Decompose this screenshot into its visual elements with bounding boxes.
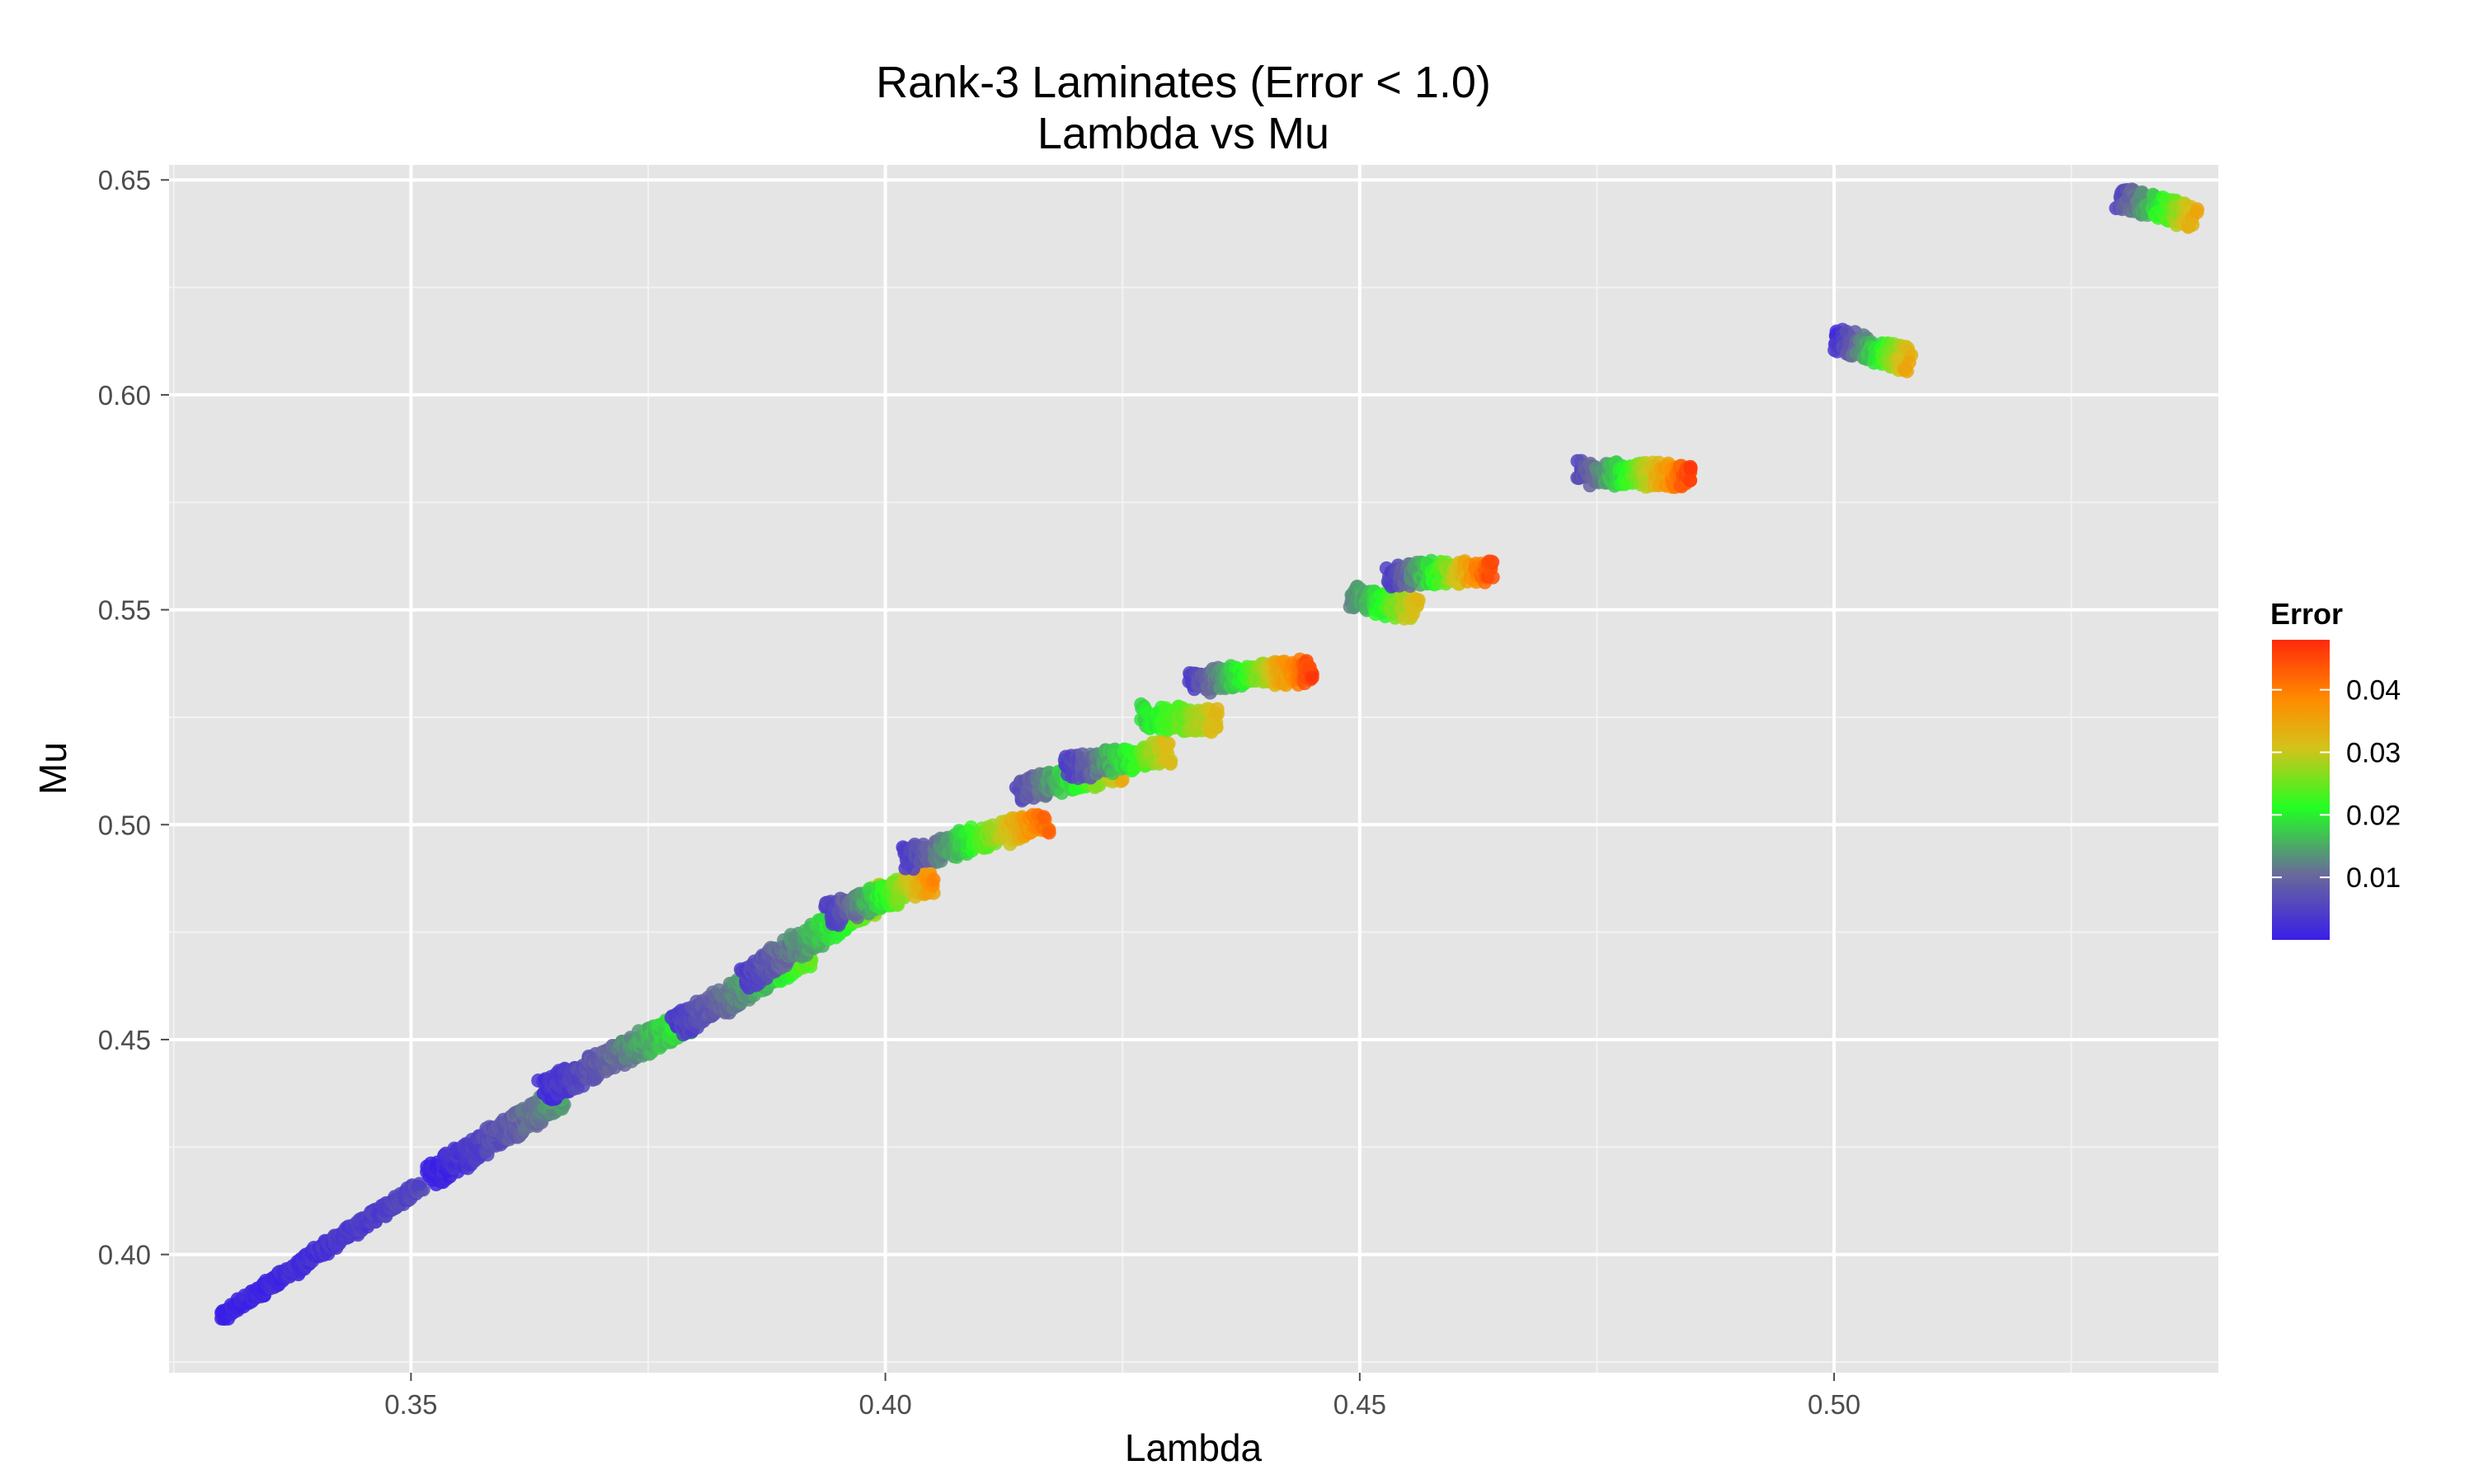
data-point (1683, 461, 1698, 476)
data-point (1305, 670, 1319, 685)
grid-major (169, 165, 2218, 1373)
legend-ticks: 0.01 0.02 0.03 0.04 (2272, 675, 2401, 894)
data-point (2189, 205, 2204, 219)
legend-colorbar (2272, 640, 2330, 940)
data-point (2185, 218, 2200, 232)
chart-subtitle: Lambda vs Mu (1037, 109, 1329, 158)
x-axis-title: Lambda (1125, 1426, 1263, 1469)
x-tick-label: 0.45 (1333, 1389, 1386, 1420)
y-tick-label: 0.65 (98, 165, 151, 195)
legend-tick-label: 0.01 (2346, 862, 2401, 894)
data-point (1411, 593, 1426, 608)
data-point (926, 872, 941, 887)
legend-tick-label: 0.03 (2346, 738, 2401, 769)
y-axis: 0.40 0.45 0.50 0.55 0.60 0.65 (98, 165, 169, 1270)
color-legend: Error 0.01 0.02 0.03 0.04 (2270, 597, 2401, 940)
data-point (1160, 738, 1174, 753)
data-point (412, 1176, 427, 1191)
data-point (1042, 825, 1056, 840)
legend-title: Error (2270, 597, 2343, 631)
data-point (1683, 473, 1698, 488)
y-tick-label: 0.45 (98, 1025, 151, 1055)
y-axis-title: Mu (31, 742, 74, 795)
x-tick-label: 0.35 (384, 1389, 437, 1420)
x-tick-label: 0.50 (1808, 1389, 1860, 1420)
y-tick-label: 0.50 (98, 810, 151, 840)
chart-title: Rank-3 Laminates (Error < 1.0) (876, 58, 1491, 107)
data-point (1163, 755, 1178, 770)
data-point (1302, 660, 1317, 674)
data-point (1037, 810, 1051, 824)
y-tick-label: 0.55 (98, 595, 151, 626)
x-tick-label: 0.40 (858, 1389, 911, 1420)
data-points (214, 182, 2204, 1326)
data-point (1209, 720, 1224, 735)
y-tick-label: 0.40 (98, 1240, 151, 1270)
legend-tick-label: 0.02 (2346, 800, 2401, 831)
legend-tick-label: 0.04 (2346, 675, 2401, 707)
data-point (1483, 554, 1498, 569)
x-axis: 0.35 0.40 0.45 0.50 (384, 1373, 1860, 1420)
data-point (1211, 707, 1225, 721)
y-tick-label: 0.60 (98, 380, 151, 411)
data-point (1485, 570, 1500, 585)
data-point (1902, 355, 1917, 369)
